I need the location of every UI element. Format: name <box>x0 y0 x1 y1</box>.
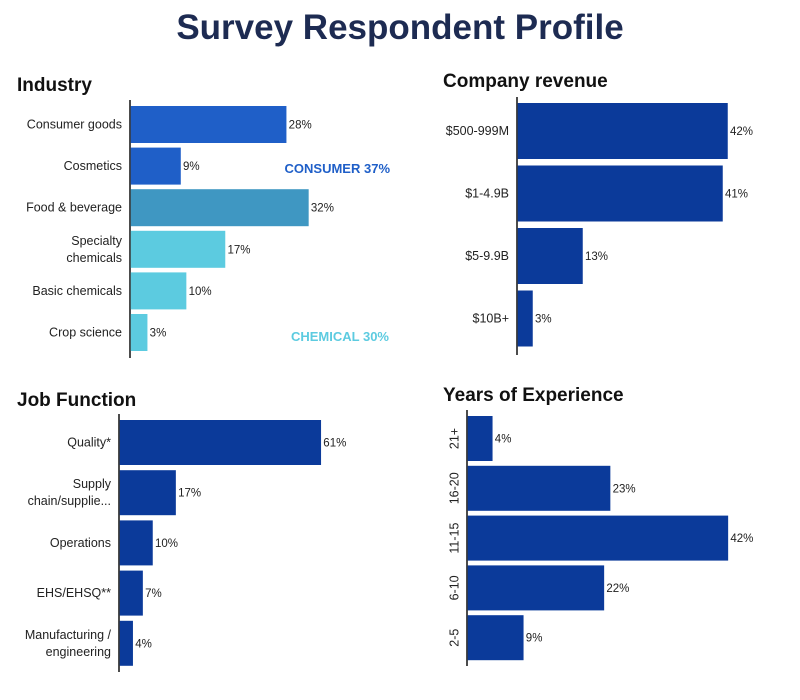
bar <box>119 520 153 566</box>
category-label: $500-999M <box>446 124 509 138</box>
value-label: 13% <box>585 251 608 263</box>
category-label: Quality* <box>67 436 111 450</box>
value-label: 23% <box>613 483 636 495</box>
bar <box>517 165 723 222</box>
bar <box>467 515 729 561</box>
category-label: Specialty chemicals <box>66 234 122 265</box>
bar <box>119 570 143 616</box>
category-label: Operations <box>50 536 111 550</box>
bar <box>467 615 524 661</box>
category-label: $10B+ <box>473 312 510 326</box>
value-label: 42% <box>730 533 753 545</box>
value-label: 10% <box>155 538 178 550</box>
bar <box>130 147 181 185</box>
revenue-chart-title: Company revenue <box>443 71 608 92</box>
bar <box>130 189 309 227</box>
value-label: 42% <box>730 126 753 138</box>
value-label: 9% <box>526 633 543 645</box>
value-label: 41% <box>725 189 748 201</box>
value-label: 17% <box>178 488 201 500</box>
value-label: 32% <box>311 203 334 215</box>
value-label: 4% <box>135 638 152 650</box>
value-label: 61% <box>323 438 346 450</box>
chemical-group-label: CHEMICAL 30% <box>291 329 389 344</box>
experience-chart: 4% 21+ 23% 16-20 42% 11-15 22% 6-10 9% 2-5 <box>447 410 753 666</box>
category-label: 16-20 <box>447 472 461 504</box>
value-label: 3% <box>150 328 167 340</box>
value-label: 22% <box>606 583 629 595</box>
category-label: $5-9.9B <box>465 249 509 263</box>
bar <box>119 470 176 516</box>
job-function-chart: 61% Quality* 17% Supply chain/supplie... 10% O… <box>25 414 346 672</box>
category-label: 21+ <box>447 428 461 449</box>
category-label: Basic chemicals <box>32 284 122 298</box>
value-label: 28% <box>289 120 312 132</box>
category-label: Cosmetics <box>64 159 122 173</box>
bar <box>119 620 133 666</box>
value-label: 10% <box>189 286 212 298</box>
experience-chart-title: Years of Experience <box>443 385 624 406</box>
bar <box>130 272 187 310</box>
category-label: Crop science <box>49 326 122 340</box>
category-label: EHS/EHSQ** <box>37 586 111 600</box>
category-label-line: Manufacturing / <box>25 628 112 642</box>
category-label-line: chemicals <box>66 251 122 265</box>
value-label: 17% <box>228 244 251 256</box>
category-label-line: chain/supplie... <box>28 494 111 508</box>
page-title: Survey Respondent Profile <box>176 8 624 47</box>
bar <box>130 106 287 143</box>
value-label: 3% <box>535 314 552 326</box>
category-label: 6-10 <box>447 575 461 600</box>
bar <box>517 228 583 284</box>
bar <box>467 565 605 611</box>
category-label-line: Specialty <box>71 234 122 248</box>
category-label: 2-5 <box>447 629 461 647</box>
revenue-chart: 42% $500-999M 41% $1-4.9B 13% $5-9.9B 3% $10B+ <box>446 97 753 355</box>
category-label: 11-15 <box>447 523 461 554</box>
category-label: Manufacturing / engineering <box>25 628 112 659</box>
industry-chart: 28% Consumer goods 9% Cosmetics 32% Food & be… <box>26 100 390 358</box>
category-label: $1-4.9B <box>465 187 509 201</box>
consumer-group-label: CONSUMER 37% <box>285 161 391 176</box>
bar <box>130 314 148 351</box>
bar <box>467 465 611 511</box>
category-label-line: Supply <box>73 477 112 491</box>
category-label: Supply chain/supplie... <box>28 477 112 508</box>
job-function-chart-title: Job Function <box>17 390 137 411</box>
value-label: 9% <box>183 161 200 173</box>
category-label: Food & beverage <box>26 201 122 215</box>
bar <box>130 230 226 268</box>
bar <box>517 290 533 347</box>
bar <box>119 420 322 465</box>
value-label: 4% <box>495 434 512 446</box>
value-label: 7% <box>145 588 162 600</box>
category-label: Consumer goods <box>27 118 122 132</box>
industry-chart-title: Industry <box>17 75 92 96</box>
bar <box>517 103 728 159</box>
bar <box>467 416 493 461</box>
category-label-line: engineering <box>46 645 111 659</box>
